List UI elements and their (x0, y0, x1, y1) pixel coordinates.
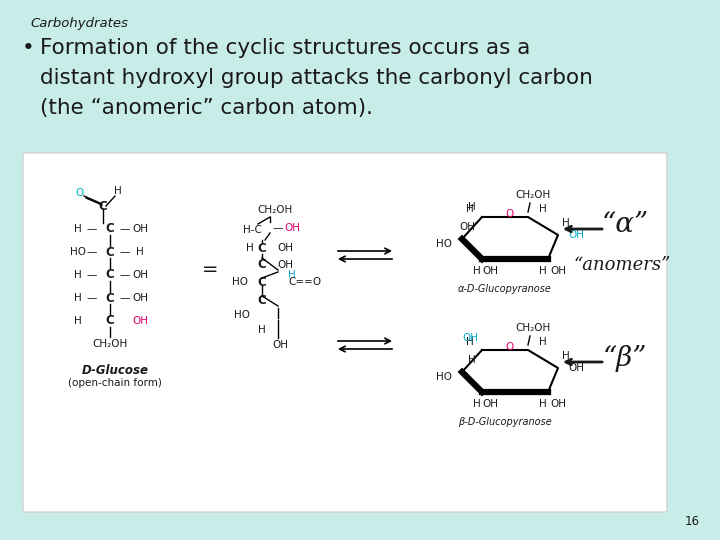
Text: H: H (468, 355, 476, 365)
Text: HO: HO (232, 277, 248, 287)
Text: H: H (74, 293, 82, 303)
Text: D-Glucose: D-Glucose (81, 363, 148, 376)
Text: O: O (506, 209, 514, 219)
Text: “β”: “β” (603, 345, 647, 372)
Text: H: H (562, 218, 570, 228)
Text: OH: OH (459, 222, 475, 232)
Text: =: = (202, 260, 218, 280)
Text: H: H (539, 266, 547, 276)
Text: H: H (258, 325, 266, 335)
Text: C: C (106, 292, 114, 305)
Text: OH: OH (132, 270, 148, 280)
Text: H: H (562, 351, 570, 361)
Text: H: H (246, 243, 254, 253)
Text: —: — (87, 270, 97, 280)
Text: H: H (539, 337, 547, 347)
Text: OH: OH (132, 293, 148, 303)
Text: OH: OH (132, 316, 148, 326)
Text: —: — (273, 223, 283, 233)
Text: C: C (258, 294, 266, 307)
Text: (open-chain form): (open-chain form) (68, 378, 162, 388)
Text: HO: HO (436, 372, 452, 382)
Text: OH: OH (568, 230, 584, 240)
Text: H: H (74, 316, 82, 326)
Text: C: C (99, 200, 107, 213)
Text: H: H (473, 266, 481, 276)
Text: H: H (466, 204, 474, 214)
Text: C: C (106, 222, 114, 235)
Text: C: C (258, 259, 266, 272)
Text: H: H (539, 399, 547, 409)
Text: OH: OH (284, 223, 300, 233)
Text: HO: HO (70, 247, 86, 257)
Text: —: — (120, 224, 130, 234)
Text: CH₂OH: CH₂OH (516, 190, 551, 200)
Text: H: H (74, 270, 82, 280)
Text: C: C (106, 246, 114, 259)
Text: —: — (87, 224, 97, 234)
Text: OH: OH (482, 399, 498, 409)
Text: CH₂OH: CH₂OH (257, 205, 292, 215)
Text: C: C (258, 241, 266, 254)
Text: H: H (473, 399, 481, 409)
Text: “anomers”: “anomers” (573, 256, 671, 274)
Text: OH: OH (568, 363, 584, 373)
Text: H: H (114, 186, 122, 196)
Text: H-C: H-C (243, 225, 261, 235)
Text: —: — (120, 293, 130, 303)
Text: HO: HO (234, 310, 250, 320)
Text: OH: OH (482, 266, 498, 276)
Text: H: H (288, 270, 296, 280)
Text: O: O (506, 342, 514, 352)
Text: CH₂OH: CH₂OH (92, 339, 127, 349)
Text: C: C (258, 275, 266, 288)
Text: OH: OH (277, 260, 293, 270)
Text: H: H (539, 204, 547, 214)
Text: H: H (468, 202, 476, 212)
Text: •: • (22, 38, 35, 58)
Text: OH: OH (277, 243, 293, 253)
Text: distant hydroxyl group attacks the carbonyl carbon: distant hydroxyl group attacks the carbo… (40, 68, 593, 88)
Text: OH: OH (462, 333, 478, 343)
Text: (the “anomeric” carbon atom).: (the “anomeric” carbon atom). (40, 98, 373, 118)
Text: “α”: “α” (601, 212, 649, 239)
Text: OH: OH (132, 224, 148, 234)
Text: OH: OH (550, 266, 566, 276)
Text: O: O (76, 188, 84, 198)
Text: OH: OH (550, 399, 566, 409)
Text: H: H (74, 224, 82, 234)
Text: C: C (106, 314, 114, 327)
Text: C: C (106, 268, 114, 281)
Text: OH: OH (272, 340, 288, 350)
Text: Carbohydrates: Carbohydrates (30, 17, 128, 30)
Text: —: — (87, 293, 97, 303)
Text: Formation of the cyclic structures occurs as a: Formation of the cyclic structures occur… (40, 38, 531, 58)
Text: β-D-Glucopyranose: β-D-Glucopyranose (458, 417, 552, 427)
Text: C==O: C==O (289, 277, 322, 287)
Text: CH₂OH: CH₂OH (516, 323, 551, 333)
Text: —: — (120, 270, 130, 280)
Text: H: H (466, 337, 474, 347)
Text: H: H (136, 247, 144, 257)
Text: HO: HO (436, 239, 452, 249)
Text: —: — (87, 247, 97, 257)
Text: —: — (120, 247, 130, 257)
Text: 16: 16 (685, 515, 700, 528)
FancyBboxPatch shape (23, 153, 667, 512)
Text: α-D-Glucopyranose: α-D-Glucopyranose (458, 284, 552, 294)
